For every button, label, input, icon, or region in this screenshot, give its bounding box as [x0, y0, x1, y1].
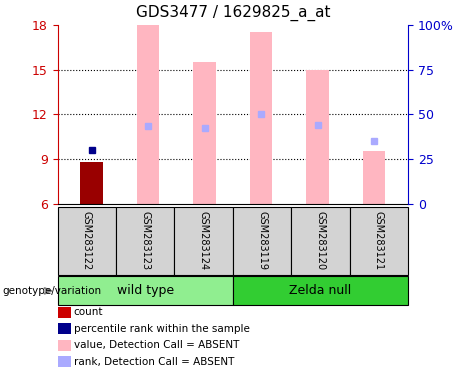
Text: GSM283124: GSM283124: [199, 212, 209, 270]
Text: rank, Detection Call = ABSENT: rank, Detection Call = ABSENT: [74, 357, 234, 367]
Title: GDS3477 / 1629825_a_at: GDS3477 / 1629825_a_at: [136, 5, 330, 21]
Text: GSM283121: GSM283121: [374, 212, 384, 270]
Text: GSM283123: GSM283123: [140, 212, 150, 270]
Text: genotype/variation: genotype/variation: [2, 286, 101, 296]
Text: value, Detection Call = ABSENT: value, Detection Call = ABSENT: [74, 340, 239, 350]
Bar: [193, 62, 216, 204]
Text: GSM283120: GSM283120: [315, 212, 325, 270]
Text: count: count: [74, 307, 103, 317]
Text: percentile rank within the sample: percentile rank within the sample: [74, 324, 250, 334]
Bar: [306, 70, 329, 204]
Text: GSM283122: GSM283122: [82, 211, 92, 271]
Bar: [137, 25, 160, 204]
Text: GSM283119: GSM283119: [257, 212, 267, 270]
Bar: [80, 162, 103, 204]
Text: wild type: wild type: [117, 285, 174, 297]
Text: Zelda null: Zelda null: [289, 285, 352, 297]
Bar: [363, 151, 385, 204]
Bar: [250, 32, 272, 204]
